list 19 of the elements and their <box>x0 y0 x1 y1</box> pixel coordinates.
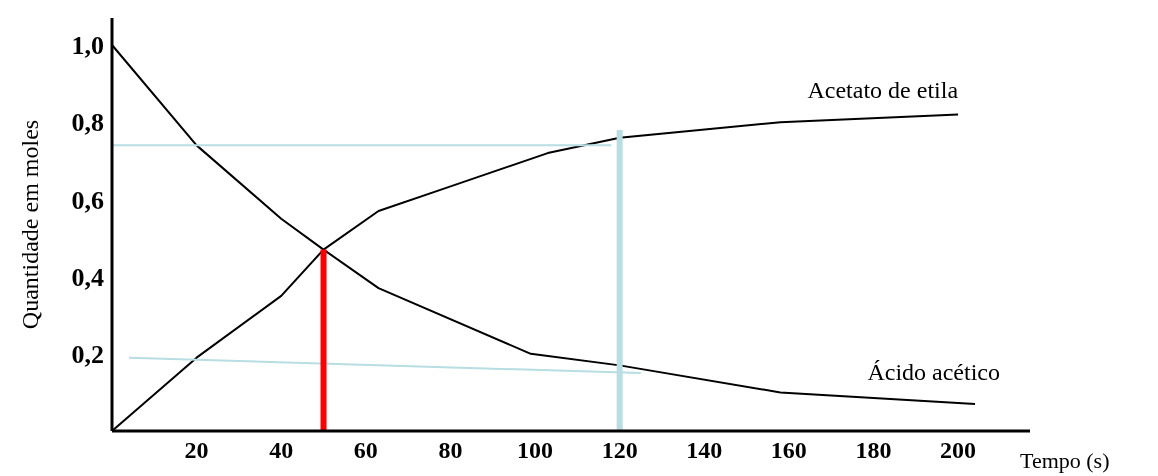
x-tick-label: 60 <box>353 437 378 463</box>
x-tick-label: 180 <box>855 437 892 463</box>
x-tick-label: 80 <box>438 437 463 463</box>
x-tick-label: 100 <box>517 437 554 463</box>
x-tick-label: 200 <box>940 437 977 463</box>
series-label: Ácido acético <box>867 358 1000 385</box>
x-tick-label: 140 <box>686 437 723 463</box>
series-label: Acetato de etila <box>807 77 959 104</box>
y-tick-label: 1,0 <box>71 31 104 61</box>
x-axis-title: Tempo (s) <box>1020 448 1110 473</box>
x-tick-label: 120 <box>601 437 638 463</box>
y-tick-label: 0,4 <box>71 262 104 292</box>
y-axis-title: Quantidade em moles <box>17 119 43 330</box>
x-tick-label: 40 <box>269 437 294 463</box>
y-tick-label: 0,2 <box>71 339 104 369</box>
y-tick-label: 0,8 <box>71 108 104 138</box>
x-tick-label: 20 <box>184 437 209 463</box>
x-tick-label: 160 <box>770 437 807 463</box>
y-tick-label: 0,6 <box>71 185 104 215</box>
